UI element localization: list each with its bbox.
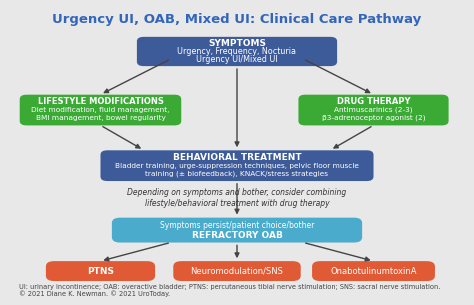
Text: Urgency, Frequency, Nocturia: Urgency, Frequency, Nocturia bbox=[177, 47, 297, 56]
Text: OnabotulinumtoxinA: OnabotulinumtoxinA bbox=[330, 267, 417, 276]
FancyBboxPatch shape bbox=[100, 150, 374, 181]
Text: β3-adrenoceptor agonist (2): β3-adrenoceptor agonist (2) bbox=[322, 115, 425, 121]
Text: LIFESTYLE MODIFICATIONS: LIFESTYLE MODIFICATIONS bbox=[37, 97, 164, 106]
FancyBboxPatch shape bbox=[299, 95, 448, 125]
Text: REFRACTORY OAB: REFRACTORY OAB bbox=[191, 231, 283, 239]
FancyBboxPatch shape bbox=[312, 261, 435, 281]
Text: Symptoms persist/patient choice/bother: Symptoms persist/patient choice/bother bbox=[160, 221, 314, 230]
Text: UI: urinary incontinence; OAB: overactive bladder; PTNS: percutaneous tibial ner: UI: urinary incontinence; OAB: overactiv… bbox=[18, 284, 440, 297]
Text: Diet modification, fluid management,: Diet modification, fluid management, bbox=[31, 107, 170, 113]
Text: BMI management, bowel regularity: BMI management, bowel regularity bbox=[36, 115, 165, 121]
FancyBboxPatch shape bbox=[20, 95, 181, 125]
Text: Urgency UI, OAB, Mixed UI: Clinical Care Pathway: Urgency UI, OAB, Mixed UI: Clinical Care… bbox=[52, 13, 422, 26]
Text: Urgency UI/Mixed UI: Urgency UI/Mixed UI bbox=[196, 55, 278, 64]
Text: Antimuscarinics (2-3): Antimuscarinics (2-3) bbox=[334, 107, 413, 113]
FancyBboxPatch shape bbox=[137, 37, 337, 66]
Text: BEHAVIORAL TREATMENT: BEHAVIORAL TREATMENT bbox=[173, 153, 301, 162]
Text: Bladder training, urge-suppression techniques, pelvic floor muscle: Bladder training, urge-suppression techn… bbox=[115, 163, 359, 169]
Text: PTNS: PTNS bbox=[87, 267, 114, 276]
Text: training (± biofeedback), KNACK/stress strategies: training (± biofeedback), KNACK/stress s… bbox=[146, 170, 328, 177]
FancyBboxPatch shape bbox=[112, 218, 362, 242]
Text: Neuromodulation/SNS: Neuromodulation/SNS bbox=[191, 267, 283, 276]
Text: DRUG THERAPY: DRUG THERAPY bbox=[337, 97, 410, 106]
FancyBboxPatch shape bbox=[173, 261, 301, 281]
Text: SYMPTOMS: SYMPTOMS bbox=[208, 39, 266, 48]
Text: Depending on symptoms and bother, consider combining
lifestyle/behavioral treatm: Depending on symptoms and bother, consid… bbox=[128, 188, 346, 208]
FancyBboxPatch shape bbox=[46, 261, 155, 281]
